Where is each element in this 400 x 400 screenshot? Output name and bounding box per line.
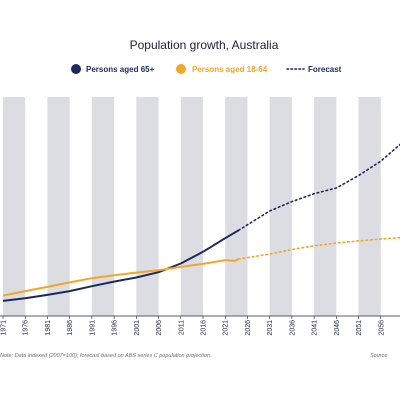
legend-label-18-64: Persons aged 18-64 (192, 65, 268, 74)
grid-band (47, 97, 70, 316)
x-tick-label: 2021 (223, 320, 230, 336)
grid-band (225, 97, 248, 316)
x-tick-label: 2046 (334, 320, 341, 336)
note-text: Note: Data indexed (2007=100); forecast … (0, 353, 212, 359)
legend-marker-65-plus (71, 64, 81, 74)
series-line-0 (2, 229, 240, 302)
series-lines (2, 143, 400, 302)
grid-band (180, 97, 203, 316)
grid-band (136, 97, 159, 316)
chart-title: Population growth, Australia (130, 38, 279, 52)
legend-label-65-plus: Persons aged 65+ (86, 65, 155, 74)
legend-label-forecast: Forecast (308, 65, 342, 74)
x-tick-label: 1991 (89, 320, 96, 336)
series-line-3 (237, 236, 400, 260)
x-tick-label: 1971 (1, 320, 8, 336)
x-tick-label: 2051 (356, 320, 363, 336)
series-line-1 (2, 258, 239, 297)
x-tick-label: 2041 (312, 320, 319, 336)
x-tick-label: 1996 (112, 320, 119, 336)
legend-marker-18-64 (176, 64, 186, 74)
x-tick-label: 2056 (378, 320, 385, 336)
x-tick-label: 2001 (134, 320, 141, 336)
x-tick-label: 2016 (201, 320, 208, 336)
grid-band (314, 97, 337, 316)
x-tick-label: 2026 (245, 320, 252, 336)
grid-band (269, 97, 292, 316)
x-tick-label: 2036 (289, 320, 296, 336)
x-tick-label: 2006 (156, 320, 163, 336)
x-axis-ticks: 1971 1976 1981 1986 1991 1996 2001 2006 2011 2016… (1, 316, 385, 336)
source-text: Source (370, 353, 387, 359)
x-tick-label: 1976 (23, 320, 30, 336)
grid-band (358, 97, 381, 316)
legend: Persons aged 65+ Persons aged 18-64 Fore… (71, 64, 342, 74)
grid-bands (0, 97, 400, 317)
x-tick-label: 2011 (178, 320, 185, 335)
grid-band (91, 97, 115, 316)
grid-band (3, 97, 26, 316)
x-tick-label: 1981 (45, 320, 52, 336)
x-tick-label: 1986 (67, 320, 74, 336)
x-tick-label: 2031 (267, 320, 274, 336)
series-line-2 (237, 143, 400, 232)
